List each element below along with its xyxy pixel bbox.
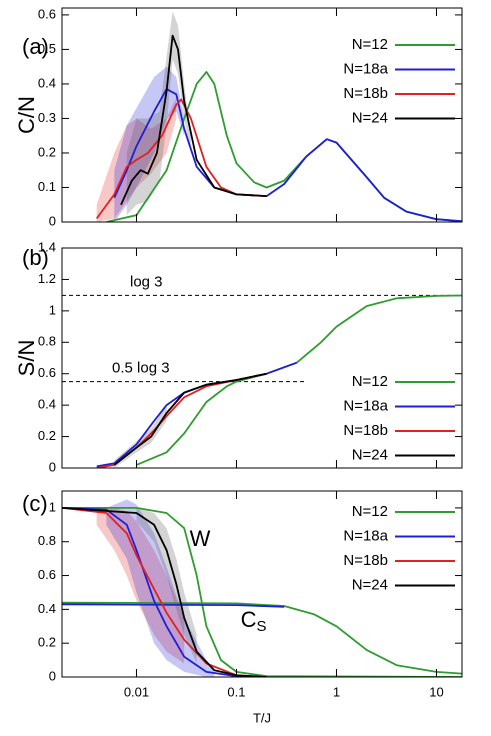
plot-area <box>95 11 462 222</box>
y-tick-label: 0.1 <box>38 179 56 194</box>
annotation: W <box>190 526 211 551</box>
y-tick-label: 0.2 <box>38 144 56 159</box>
annotation-sub: S <box>257 618 267 635</box>
y-axis-label: S/N <box>14 340 39 377</box>
plot-area <box>62 499 462 677</box>
y-tick-label: 0.6 <box>38 567 56 582</box>
legend-label: N=18b <box>343 552 388 569</box>
legend-label: N=24 <box>352 446 388 463</box>
error-band <box>136 507 197 664</box>
series-line <box>113 372 267 466</box>
y-tick-label: 0.4 <box>38 75 56 90</box>
x-tick-label: 0.1 <box>227 684 245 699</box>
legend-label: N=18a <box>343 60 388 77</box>
cs-line <box>62 601 462 675</box>
legend-label: N=12 <box>352 36 388 53</box>
y-tick-label: 0.8 <box>38 533 56 548</box>
y-axis-label: C/N <box>14 96 39 134</box>
reference-label: log 3 <box>130 273 163 290</box>
y-tick-label: 0.2 <box>38 428 56 443</box>
y-tick-label: 0.3 <box>38 110 56 125</box>
series-line <box>62 507 267 677</box>
y-tick-label: 0.5 <box>38 41 56 56</box>
series-line <box>136 294 462 466</box>
legend-label: N=18b <box>343 422 388 439</box>
y-tick-label: 1.4 <box>38 239 56 254</box>
x-tick-label: 0.01 <box>124 684 149 699</box>
panel-label: (a) <box>22 34 49 59</box>
cs-line <box>62 603 285 608</box>
y-tick-label: 0.6 <box>38 365 56 380</box>
annotation-text: W <box>190 526 211 551</box>
y-tick-label: 1 <box>49 499 56 514</box>
axes-frame <box>61 7 463 223</box>
y-tick-label: 0.4 <box>38 397 56 412</box>
y-tick-label: 0.4 <box>38 601 56 616</box>
legend-label: N=24 <box>352 109 388 126</box>
series-line <box>62 507 462 677</box>
panel-label: (b) <box>22 245 49 270</box>
annotation: CS <box>241 607 267 635</box>
series-line <box>120 34 267 206</box>
axes-frame <box>61 247 463 469</box>
y-tick-label: 0.8 <box>38 334 56 349</box>
y-tick-label: 1 <box>49 302 56 317</box>
reference-label: 0.5 log 3 <box>112 360 170 377</box>
legend-label: N=18a <box>343 527 388 544</box>
y-tick-label: 0 <box>49 459 56 474</box>
y-tick-label: 0 <box>49 668 56 683</box>
error-band <box>114 66 185 222</box>
series-line <box>62 507 267 677</box>
y-tick-label: 0.6 <box>38 6 56 21</box>
y-tick-label: 0 <box>49 213 56 228</box>
legend-label: N=18a <box>343 397 388 414</box>
y-tick-label: 0.2 <box>38 635 56 650</box>
legend-label: N=12 <box>352 503 388 520</box>
axes-frame <box>61 490 463 678</box>
series-line <box>62 507 267 677</box>
legend-label: N=18b <box>343 85 388 102</box>
x-tick-label: 10 <box>429 684 443 699</box>
series-line <box>95 98 267 220</box>
annotation-text: C <box>241 607 257 632</box>
error-band <box>126 11 191 216</box>
x-axis-label: T/J <box>253 710 271 725</box>
plot-area <box>62 294 462 468</box>
error-band <box>96 507 185 664</box>
panel-label: (c) <box>22 491 48 516</box>
y-tick-label: 1.2 <box>38 271 56 286</box>
x-tick-label: 1 <box>333 684 340 699</box>
legend-label: N=24 <box>352 576 388 593</box>
legend-label: N=12 <box>352 373 388 390</box>
